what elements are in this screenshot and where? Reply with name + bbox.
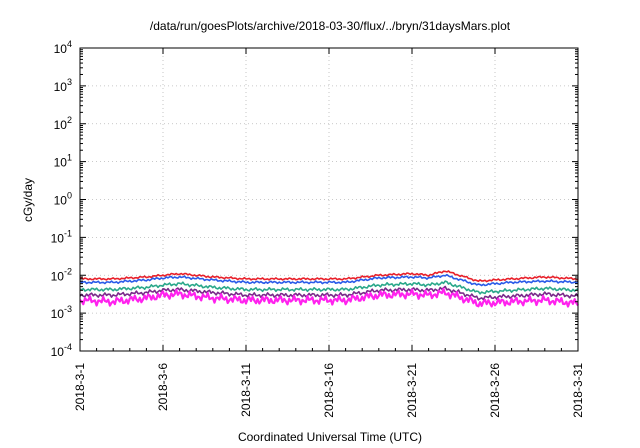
x-tick-label: 2018-3-26 bbox=[488, 363, 502, 418]
series-line-magenta bbox=[79, 287, 579, 308]
plot-frame bbox=[79, 47, 579, 352]
series-line-blue bbox=[79, 273, 579, 287]
x-tick-label: 2018-3-6 bbox=[156, 363, 170, 411]
series-lines bbox=[79, 270, 579, 308]
series-line-red bbox=[79, 270, 579, 283]
y-tick-label: 103 bbox=[54, 77, 72, 94]
chart-title: /data/run/goesPlots/archive/2018-03-30/f… bbox=[150, 19, 511, 33]
y-tick-label: 10-3 bbox=[51, 304, 72, 321]
y-tick-label: 10-4 bbox=[51, 342, 72, 359]
x-tick-label: 2018-3-1 bbox=[73, 363, 87, 411]
y-tick-label: 100 bbox=[54, 191, 72, 208]
series-line-teal bbox=[79, 280, 579, 295]
y-tick-label: 102 bbox=[54, 115, 72, 132]
x-tick-label: 2018-3-31 bbox=[571, 363, 585, 418]
axes: 10-4 10-3 10-2 10-1 100 101 102 103 104 2018-3-1 2… bbox=[51, 39, 585, 418]
x-tick-label: 2018-3-21 bbox=[405, 363, 419, 418]
y-tick-label: 10-2 bbox=[51, 266, 72, 283]
y-tick-label: 104 bbox=[54, 39, 72, 56]
x-tick-label: 2018-3-11 bbox=[239, 363, 253, 417]
y-tick-label: 10-1 bbox=[51, 228, 72, 245]
x-tick-label: 2018-3-16 bbox=[322, 363, 336, 418]
y-tick-label: 101 bbox=[54, 153, 72, 170]
y-axis-label: cGy/day bbox=[21, 178, 35, 222]
x-axis-label: Coordinated Universal Time (UTC) bbox=[238, 430, 422, 444]
series-line-purple bbox=[79, 285, 579, 301]
